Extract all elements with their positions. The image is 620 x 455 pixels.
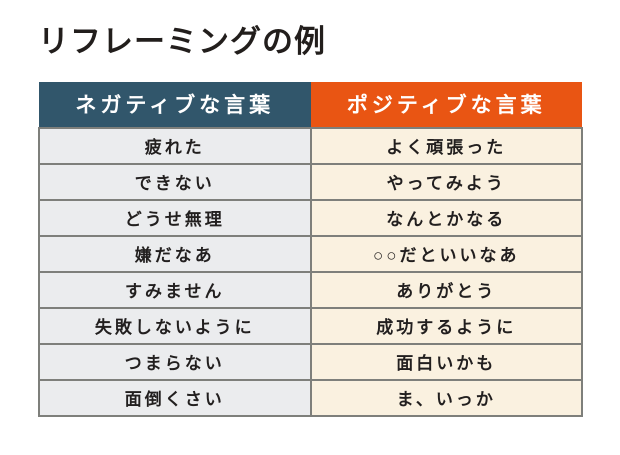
negative-word-cell: すみません xyxy=(38,270,312,309)
table-row: 嫌だなあ ○○だといいなあ xyxy=(38,234,583,273)
positive-word-cell: よく頑張った xyxy=(309,126,583,165)
table-row: すみません ありがとう xyxy=(38,270,583,309)
positive-word-cell: ま、いっか xyxy=(309,378,583,417)
page-title: リフレーミングの例 xyxy=(38,24,326,59)
negative-word-cell: 疲れた xyxy=(38,126,312,165)
positive-word-cell: なんとかなる xyxy=(309,198,583,237)
positive-word-cell: やってみよう xyxy=(309,162,583,201)
table-row: 疲れた よく頑張った xyxy=(38,126,583,165)
reframing-table: ネガティブな言葉 ポジティブな言葉 疲れた よく頑張った できない やってみよう… xyxy=(38,81,583,417)
positive-words-header: ポジティブな言葉 xyxy=(310,81,582,128)
positive-word-cell: 成功するように xyxy=(309,306,583,345)
negative-word-cell: できない xyxy=(38,162,312,201)
positive-word-cell: ○○だといいなあ xyxy=(309,234,583,273)
table-row: つまらない 面白いかも xyxy=(38,342,583,381)
positive-word-cell: 面白いかも xyxy=(309,342,583,381)
negative-word-cell: 嫌だなあ xyxy=(38,234,312,273)
negative-words-header: ネガティブな言葉 xyxy=(39,81,311,128)
positive-word-cell: ありがとう xyxy=(309,270,583,309)
table-row: どうせ無理 なんとかなる xyxy=(38,198,583,237)
table-row: できない やってみよう xyxy=(38,162,583,201)
negative-word-cell: つまらない xyxy=(38,342,312,381)
table-row: 面倒くさい ま、いっか xyxy=(38,378,583,417)
table-header-row: ネガティブな言葉 ポジティブな言葉 xyxy=(39,81,582,128)
negative-word-cell: 面倒くさい xyxy=(38,378,312,417)
negative-word-cell: 失敗しないように xyxy=(38,306,312,345)
table-row: 失敗しないように 成功するように xyxy=(38,306,583,345)
negative-word-cell: どうせ無理 xyxy=(38,198,312,237)
